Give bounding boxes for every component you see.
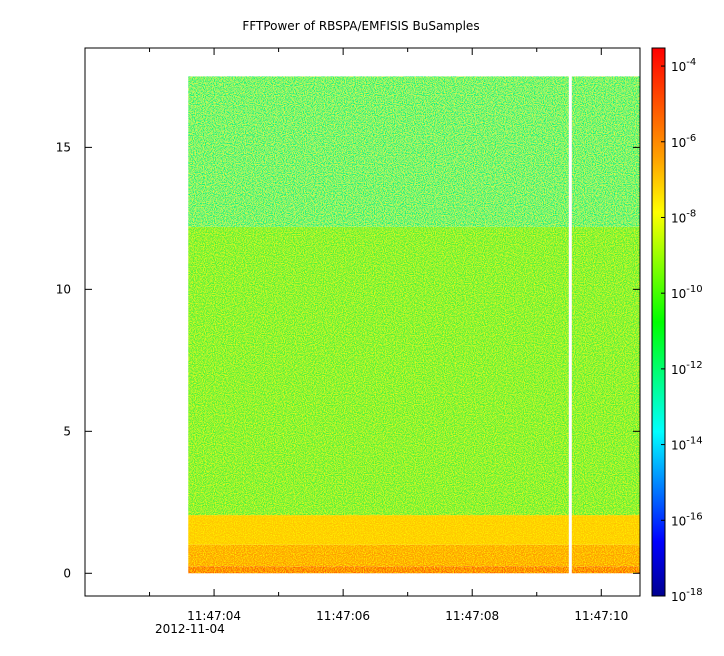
- x-axis: 11:47:04 11:47:06 11:47:08 11:47:10: [149, 48, 628, 623]
- spectrogram-band-0: [188, 566, 641, 574]
- colorbar-tick-label: 10-16: [671, 511, 703, 528]
- colorbar-tick-label: 10-18: [671, 587, 703, 604]
- colorbar-tick-label: 10-8: [671, 208, 696, 225]
- spectrogram-band-2: [188, 515, 641, 545]
- y-tick-label: 0: [63, 566, 71, 580]
- data-gap: [568, 75, 572, 575]
- y-axis: 0 5 10 15: [56, 140, 640, 580]
- spectrogram-band-1: [188, 544, 641, 567]
- colorbar: 10-4 10-6 10-8 10-10 10-12 10-14 10-16 10-18: [651, 47, 703, 604]
- y-tick-label: 15: [56, 140, 71, 154]
- spectrogram-band-4: [188, 76, 641, 227]
- plot-frame: [84, 47, 641, 597]
- x-tick-label: 11:47:10: [574, 609, 628, 623]
- chart-title: FFTPower of RBSPA/EMFISIS BuSamples: [242, 19, 479, 33]
- x-tick-label: 11:47:08: [445, 609, 499, 623]
- spectrogram-bands: [188, 76, 641, 574]
- y-tick-label: 10: [56, 282, 71, 296]
- date-label: 2012-11-04: [155, 622, 225, 636]
- colorbar-tick-label: 10-10: [671, 284, 703, 301]
- colorbar-tick-label: 10-14: [671, 436, 703, 453]
- x-tick-label: 11:47:04: [187, 609, 241, 623]
- plot-area: [188, 75, 641, 575]
- colorbar-gradient: [651, 47, 666, 597]
- x-tick-label: 11:47:06: [316, 609, 370, 623]
- colorbar-tick-label: 10-4: [671, 57, 696, 74]
- y-tick-label: 5: [63, 424, 71, 438]
- colorbar-tick-label: 10-12: [671, 360, 703, 377]
- spectrogram-band-3: [188, 226, 641, 516]
- colorbar-tick-label: 10-6: [671, 133, 696, 150]
